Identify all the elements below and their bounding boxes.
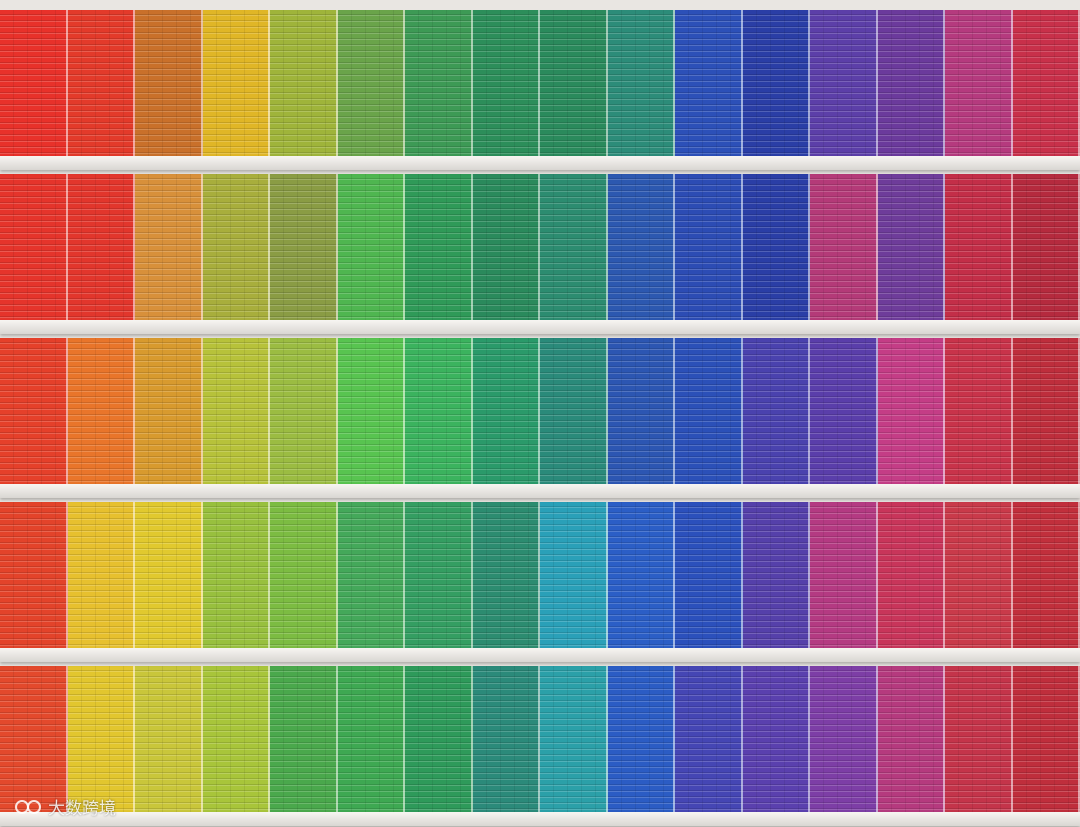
color-panel [472, 502, 540, 648]
color-panel [472, 338, 540, 484]
color-panel [742, 174, 810, 320]
color-panel [877, 502, 945, 648]
floor-ledge [0, 320, 1080, 334]
color-panel [810, 174, 878, 320]
color-panel [202, 666, 270, 812]
color-panel [405, 10, 473, 156]
color-panel [742, 666, 810, 812]
color-panel [472, 174, 540, 320]
color-panel [945, 338, 1013, 484]
color-panel [0, 666, 68, 812]
color-panel [472, 10, 540, 156]
color-panel [945, 666, 1013, 812]
watermark-text: 大数跨境 [48, 799, 116, 819]
color-panel [540, 502, 608, 648]
color-panel [405, 338, 473, 484]
color-panel [810, 10, 878, 156]
color-panel [607, 502, 675, 648]
color-panel [540, 338, 608, 484]
color-panel [540, 10, 608, 156]
panel-row [0, 10, 1080, 156]
color-panel [472, 666, 540, 812]
color-panel [945, 502, 1013, 648]
color-panel [67, 174, 135, 320]
color-panel [135, 174, 203, 320]
color-panel [810, 666, 878, 812]
color-panel [270, 502, 338, 648]
color-panel [270, 174, 338, 320]
color-panel [337, 502, 405, 648]
color-panel [1012, 338, 1080, 484]
color-panel [67, 502, 135, 648]
color-panel [0, 338, 68, 484]
color-panel [742, 338, 810, 484]
color-panel [1012, 666, 1080, 812]
color-panel [877, 666, 945, 812]
color-panel [337, 10, 405, 156]
color-panel [945, 10, 1013, 156]
color-panel [135, 666, 203, 812]
color-panel [337, 338, 405, 484]
color-panel [270, 10, 338, 156]
floor-ledge [0, 484, 1080, 498]
color-panel [0, 174, 68, 320]
color-panel [607, 338, 675, 484]
color-panel [135, 338, 203, 484]
color-panel [135, 10, 203, 156]
color-panel [405, 502, 473, 648]
color-panel [1012, 174, 1080, 320]
color-panel [877, 338, 945, 484]
floor-ledge [0, 648, 1080, 662]
color-panel [202, 502, 270, 648]
panel-row [0, 666, 1080, 812]
color-panel [270, 666, 338, 812]
color-panel [202, 338, 270, 484]
color-panel [742, 502, 810, 648]
color-panel [877, 174, 945, 320]
color-panel [540, 174, 608, 320]
color-panel [675, 666, 743, 812]
color-panel [607, 174, 675, 320]
color-panel [202, 174, 270, 320]
color-panel [270, 338, 338, 484]
color-panel [1012, 502, 1080, 648]
color-panel [675, 10, 743, 156]
color-panel [0, 10, 68, 156]
color-panel [607, 10, 675, 156]
color-panel [67, 666, 135, 812]
color-panel [810, 502, 878, 648]
floor-ledge [0, 812, 1080, 826]
color-panel [675, 338, 743, 484]
color-panel [810, 338, 878, 484]
logo-100-icon [15, 799, 41, 814]
panel-row [0, 174, 1080, 320]
color-panel [405, 666, 473, 812]
color-panel [135, 502, 203, 648]
color-panel [945, 174, 1013, 320]
panel-row [0, 502, 1080, 648]
color-panel [877, 10, 945, 156]
color-panel [0, 502, 68, 648]
panel-row [0, 338, 1080, 484]
color-panel [540, 666, 608, 812]
floor-ledge [0, 156, 1080, 170]
color-panel [67, 338, 135, 484]
color-panel [742, 10, 810, 156]
color-panel [1012, 10, 1080, 156]
color-panel [337, 174, 405, 320]
color-panel [675, 174, 743, 320]
color-panel [607, 666, 675, 812]
color-panel [337, 666, 405, 812]
color-panel [202, 10, 270, 156]
watermark: 大数跨境 [12, 794, 116, 819]
color-panel [405, 174, 473, 320]
color-panel [675, 502, 743, 648]
color-panel [67, 10, 135, 156]
